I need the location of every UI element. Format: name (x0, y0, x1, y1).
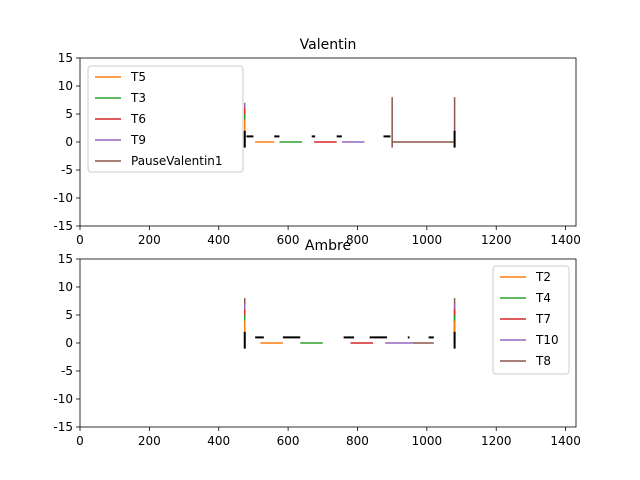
chart-1-legend-box (492, 265, 570, 375)
chart-1-xtick-label-1: 200 (138, 434, 161, 448)
ambre-subplot: 0 200 400 600 800 1000 1200 1400 -15 -10 -5 0 5 10 15 A… (53, 238, 580, 448)
chart-1-legend-label-0: T2 (535, 270, 551, 284)
chart-1-ytick-label-1: -10 (53, 392, 73, 406)
chart-0-xtick-label-7: 1400 (550, 233, 581, 247)
chart-1-legend-label-4: T8 (535, 354, 551, 368)
chart-0-xtick-label-0: 0 (76, 233, 84, 247)
chart-0-ytick-label-4: 5 (65, 107, 73, 121)
chart-1-legend-label-3: T10 (535, 333, 559, 347)
chart-0-legend-label-2: T6 (130, 112, 146, 126)
chart-1-title: Ambre (305, 238, 351, 254)
valentin-subplot: 0 200 400 600 800 1000 1200 1400 -15 -10 -5 0 5 10 15 V… (53, 37, 580, 247)
chart-1-xtick-label-0: 0 (76, 434, 84, 448)
chart-0-legend-box (87, 65, 244, 173)
chart-1-xtick-label-5: 1000 (412, 434, 443, 448)
chart-0-ytick-label-1: -10 (53, 191, 73, 205)
chart-0-ytick-label-0: -15 (53, 219, 73, 233)
chart-1-ytick-label-5: 10 (58, 280, 73, 294)
chart-0-ytick-label-2: -5 (61, 163, 73, 177)
chart-0-ytick-label-5: 10 (58, 79, 73, 93)
chart-0-xtick-label-1: 200 (138, 233, 161, 247)
chart-1-xtick-label-7: 1400 (550, 434, 581, 448)
chart-1-ytick-label-3: 0 (65, 336, 73, 350)
chart-0-legend-label-0: T5 (130, 70, 146, 84)
chart-0-legend-label-1: T3 (130, 91, 146, 105)
chart-1-legend-label-1: T4 (535, 291, 551, 305)
chart-1-ytick-label-4: 5 (65, 308, 73, 322)
chart-0-legend-label-3: T9 (130, 133, 146, 147)
chart-0-ytick-label-6: 15 (58, 51, 73, 65)
chart-0-ytick-label-3: 0 (65, 135, 73, 149)
chart-0-legend-label-4: PauseValentin1 (131, 154, 223, 168)
chart-0-xtick-label-5: 1000 (412, 233, 443, 247)
chart-1-xtick-label-6: 1200 (481, 434, 512, 448)
chart-0-xtick-label-6: 1200 (481, 233, 512, 247)
chart-0-xtick-label-4: 800 (346, 233, 369, 247)
chart-1-ytick-label-0: -15 (53, 420, 73, 434)
chart-0-xtick-label-2: 400 (207, 233, 230, 247)
chart-0-xtick-label-3: 600 (277, 233, 300, 247)
chart-1-ytick-label-6: 15 (58, 252, 73, 266)
chart-1-xtick-label-2: 400 (207, 434, 230, 448)
chart-1-ytick-label-2: -5 (61, 364, 73, 378)
chart-1-xtick-label-3: 600 (277, 434, 300, 448)
chart-1-legend-label-2: T7 (535, 312, 551, 326)
chart-1-xtick-label-4: 800 (346, 434, 369, 448)
chart-0-title: Valentin (300, 37, 357, 53)
